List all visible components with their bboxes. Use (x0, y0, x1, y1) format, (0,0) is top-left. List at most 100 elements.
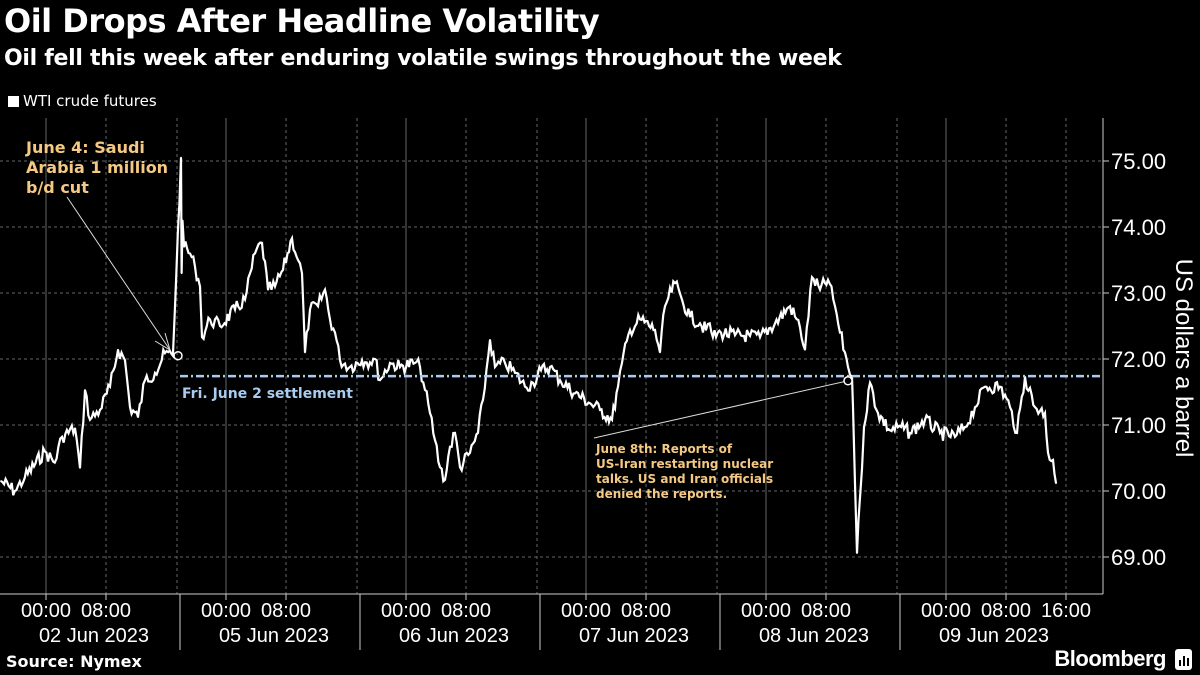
x-tick-label: 08:00 (261, 600, 311, 622)
annotation-saudi-cut-text: June 4: Saudi (25, 138, 145, 157)
data-point (863, 426, 865, 428)
data-point (317, 305, 319, 308)
data-point (414, 362, 416, 364)
annotation-iran-text: June 8th: Reports of (595, 442, 733, 456)
data-point (705, 329, 707, 331)
data-point (183, 245, 185, 248)
data-point (324, 288, 326, 291)
data-point (799, 326, 801, 329)
data-point (124, 359, 126, 362)
data-point (13, 490, 16, 492)
data-point (909, 432, 911, 434)
annotation-iran-text: talks. US and Iran officials (596, 472, 773, 486)
data-point (434, 439, 436, 442)
data-point (144, 379, 146, 382)
data-point (282, 269, 284, 271)
data-point (834, 305, 836, 308)
data-point (494, 366, 496, 368)
data-point (540, 369, 542, 372)
y-tick-label: 75.00 (1111, 149, 1166, 174)
data-point (749, 335, 751, 337)
data-point (889, 429, 891, 432)
data-point (599, 408, 601, 411)
data-point (1047, 451, 1049, 454)
data-point (424, 389, 426, 391)
data-point (309, 308, 311, 311)
data-point (23, 476, 26, 479)
data-point (659, 351, 661, 354)
data-point (681, 298, 683, 301)
wti-price-line (0, 157, 1058, 554)
data-point (621, 362, 623, 364)
data-point (699, 322, 701, 325)
data-point (43, 450, 46, 453)
chart-title: Oil Drops After Headline Volatility (4, 2, 600, 40)
data-point (504, 362, 506, 364)
data-point (574, 392, 576, 395)
data-point (244, 298, 246, 301)
data-point (454, 432, 456, 434)
data-point (859, 496, 861, 499)
data-point (774, 322, 776, 325)
data-point (469, 451, 471, 454)
data-point (209, 318, 211, 321)
legend: WTI crude futures (8, 92, 157, 110)
annotation-iran-text: US-Iran restarting nuclear (596, 457, 773, 471)
x-tick-label: 00:00 (201, 600, 251, 622)
data-point (53, 461, 56, 464)
y-tick-label: 74.00 (1111, 215, 1166, 240)
data-point (61, 435, 63, 438)
data-point (711, 336, 714, 339)
data-point (839, 331, 841, 334)
data-point (181, 219, 184, 222)
x-tick-label: 00:00 (741, 600, 791, 622)
data-point (99, 408, 101, 411)
data-point (689, 315, 691, 318)
y-tick-label: 69.00 (1111, 545, 1166, 570)
settlement-label: Fri. June 2 settlement (182, 386, 353, 402)
data-point (629, 329, 631, 331)
annotation-saudi-cut-text: b/d cut (26, 178, 89, 197)
legend-label: WTI crude futures (23, 92, 157, 110)
data-point (379, 379, 381, 382)
data-point (789, 305, 791, 308)
data-point (180, 272, 183, 275)
data-point (477, 432, 479, 434)
data-point (334, 331, 336, 334)
data-point (261, 241, 263, 244)
x-tick-label: 08:00 (441, 600, 491, 622)
data-point (1016, 432, 1018, 434)
data-point (154, 371, 156, 374)
chart-subtitle: Oil fell this week after enduring volati… (4, 46, 842, 71)
data-point (361, 359, 363, 362)
data-point (852, 406, 854, 409)
x-tick-label: 08:00 (81, 600, 131, 622)
y-tick-label: 70.00 (1111, 479, 1166, 504)
data-point (654, 329, 656, 331)
data-point (234, 308, 236, 311)
data-point (674, 282, 676, 284)
data-point (199, 285, 201, 288)
data-point (274, 285, 276, 288)
data-point (827, 278, 829, 281)
x-tick-label: 16:00 (1041, 600, 1091, 622)
data-point (514, 371, 516, 374)
data-point (301, 272, 303, 275)
y-tick-label: 71.00 (1111, 413, 1166, 438)
x-tick-label: 00:00 (21, 600, 71, 622)
annotation-iran-leader (593, 380, 849, 439)
data-point (664, 305, 666, 308)
data-point (524, 385, 526, 388)
data-point (129, 406, 131, 409)
data-point (449, 445, 451, 448)
data-point (74, 427, 76, 430)
data-point (549, 366, 551, 368)
annotation-saudi-cut-text: Arabia 1 million (26, 158, 168, 177)
data-point (339, 359, 341, 362)
data-point (900, 426, 902, 428)
data-point (1055, 482, 1057, 484)
data-point (0, 480, 2, 482)
data-point (137, 416, 139, 418)
data-point (389, 362, 391, 364)
data-point (532, 381, 534, 384)
